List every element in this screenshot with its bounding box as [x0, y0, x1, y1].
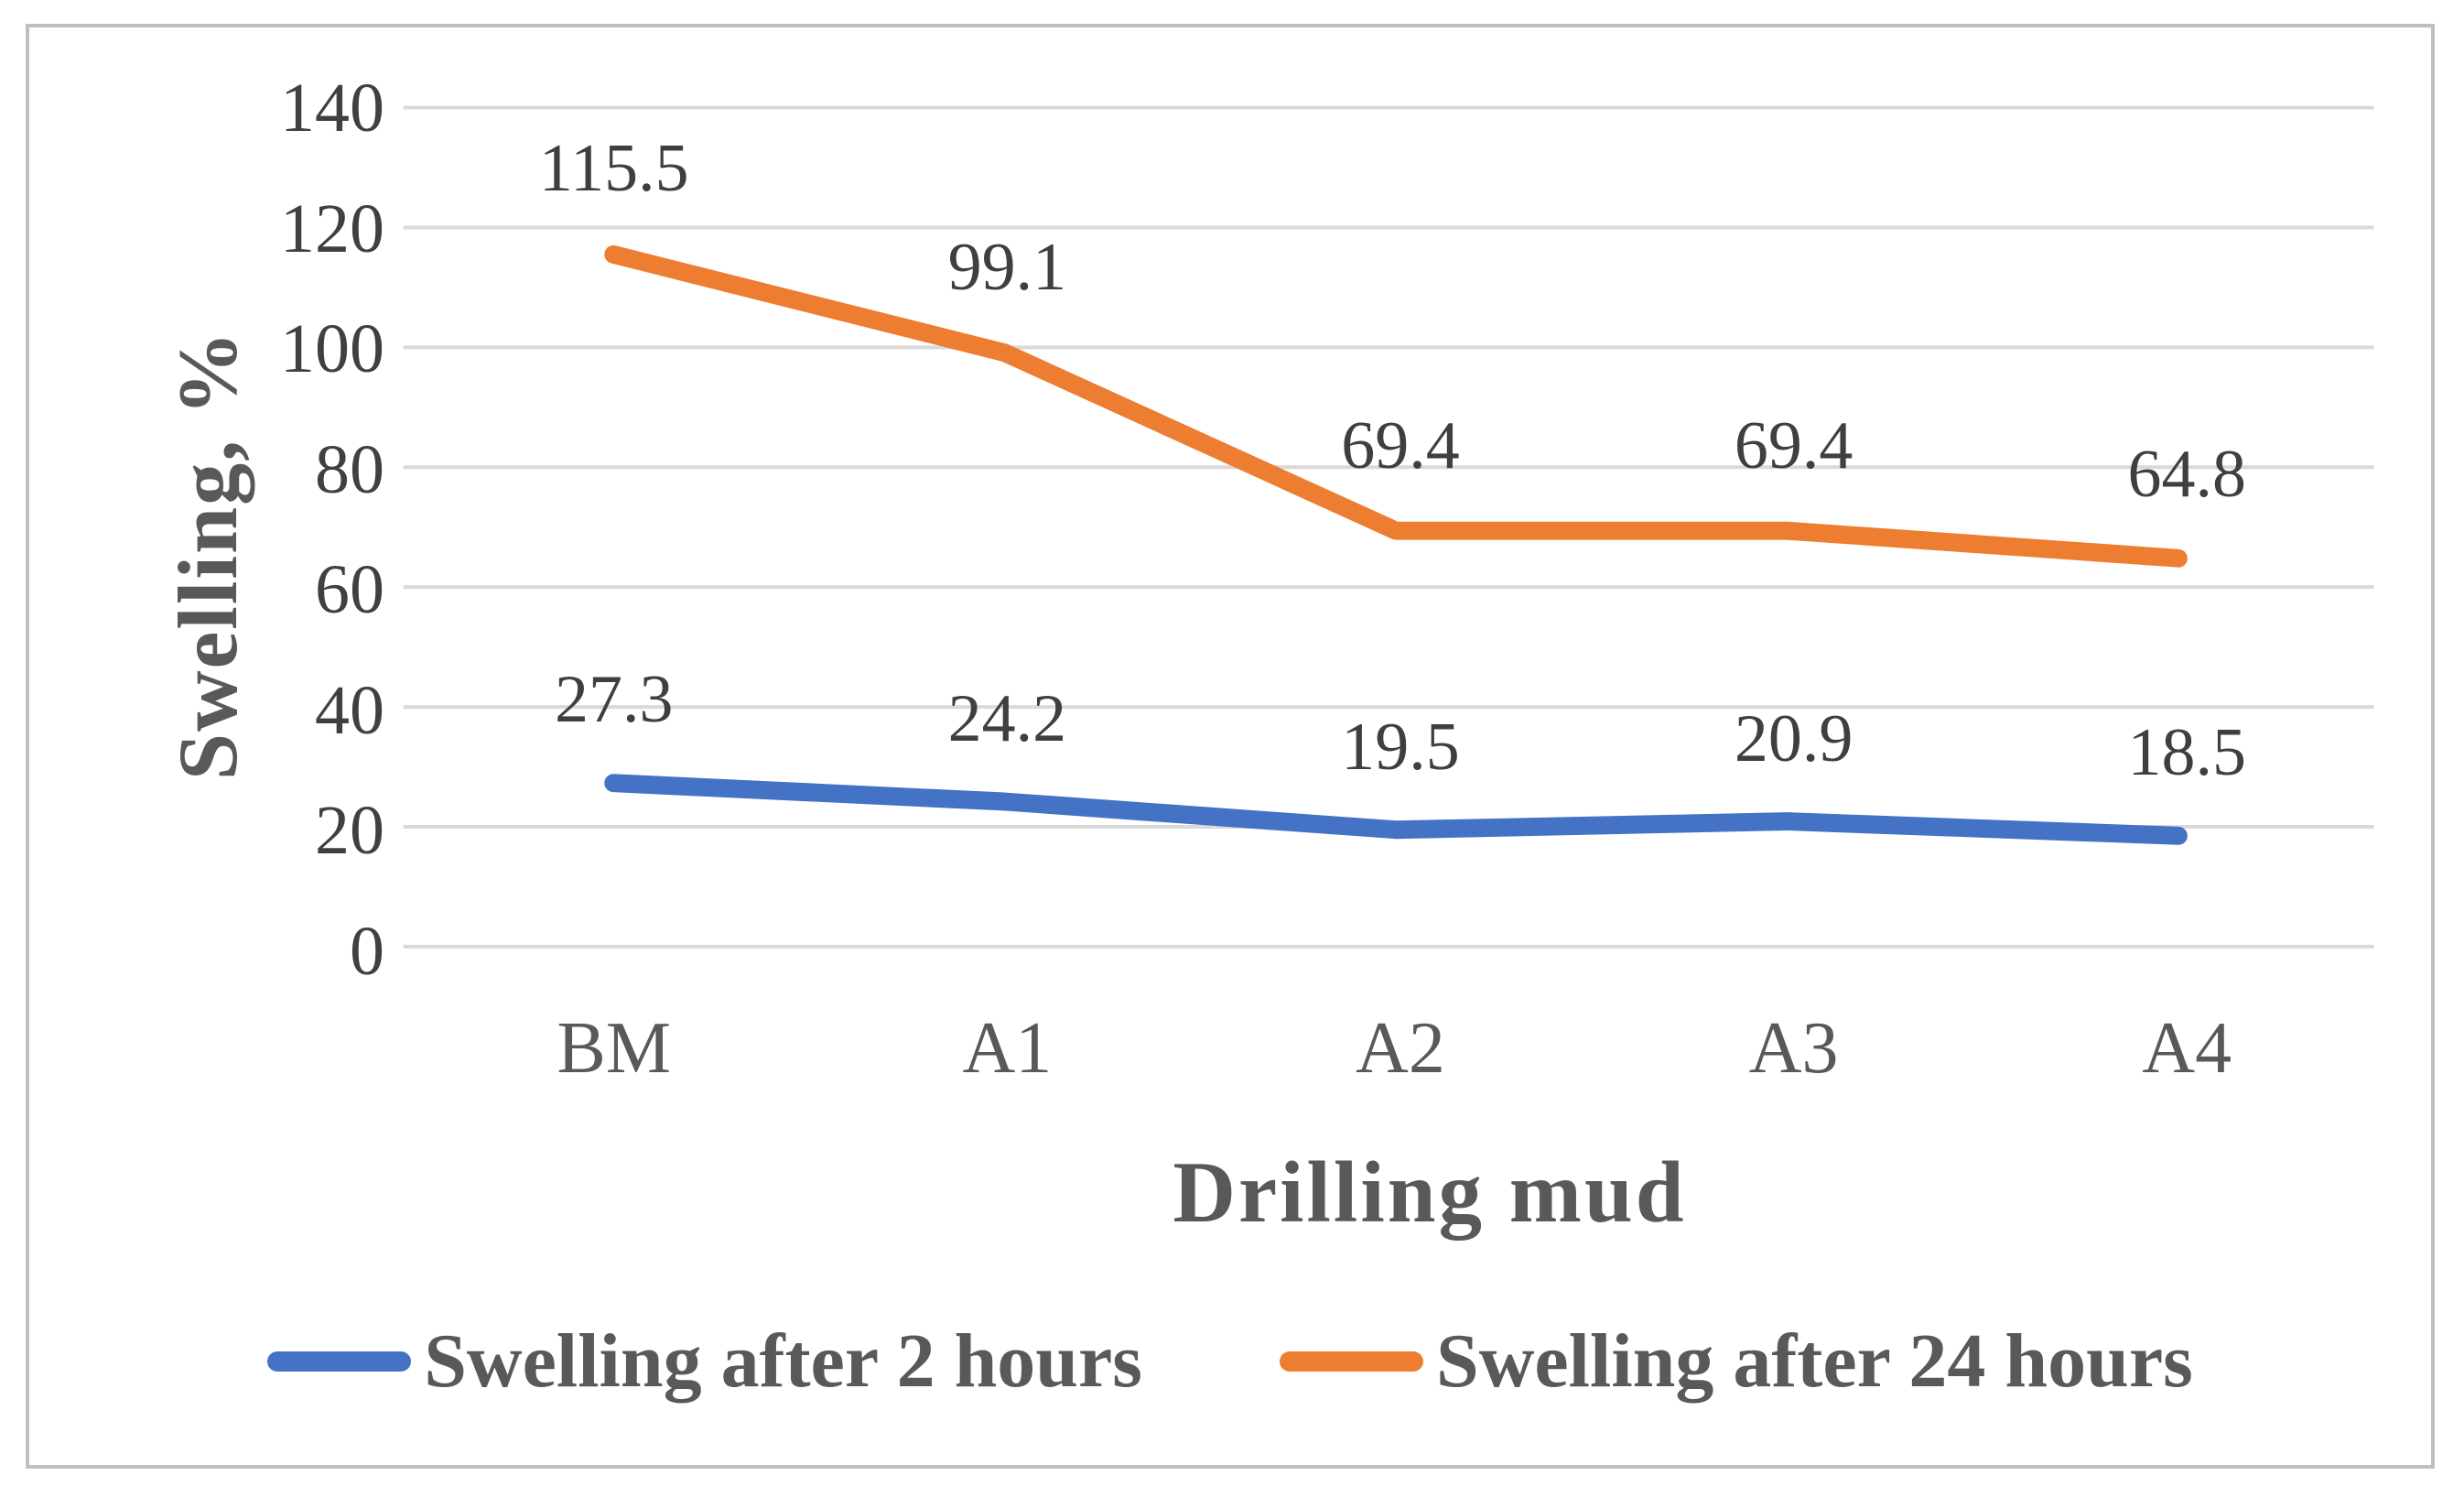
data-label-s0-A4: 18.5	[2127, 715, 2246, 791]
ytick-label-20: 20	[315, 792, 384, 870]
data-label-s1-BM: 115.5	[538, 131, 689, 207]
ytick-label-40: 40	[315, 671, 384, 749]
ytick-label-60: 60	[315, 551, 384, 629]
legend: Swelling after 2 hours Swelling after 24…	[29, 1323, 2431, 1400]
data-label-s0-A3: 20.9	[1734, 700, 1853, 776]
legend-label-2h: Swelling after 2 hours	[424, 1318, 1142, 1404]
series-lines	[604, 244, 2188, 845]
data-label-s1-A3: 69.4	[1734, 408, 1853, 484]
ytick-label-0: 0	[350, 913, 384, 990]
chart-canvas	[403, 105, 2374, 949]
xtick-label-A1: A1	[962, 1008, 1053, 1089]
legend-swatch-orange	[1280, 1351, 1423, 1372]
x-axis-title: Drilling mud	[1173, 1144, 1687, 1241]
chart-figure: Swelling, % Drilling mud Swelling after …	[26, 24, 2435, 1469]
xtick-label-A2: A2	[1356, 1008, 1445, 1089]
series-line-0	[604, 774, 2188, 845]
data-label-s1-A1: 99.1	[947, 230, 1067, 306]
legend-swatch-blue	[267, 1351, 412, 1372]
y-axis-title: Swelling, %	[161, 329, 254, 781]
xtick-label-A3: A3	[1748, 1008, 1839, 1089]
ytick-label-80: 80	[315, 430, 384, 508]
ytick-label-140: 140	[280, 70, 384, 146]
xtick-label-A4: A4	[2142, 1008, 2232, 1089]
legend-entry-24h: Swelling after 24 hours	[1280, 1323, 2193, 1400]
ytick-label-100: 100	[280, 310, 384, 388]
data-label-s1-A2: 69.4	[1341, 408, 1460, 484]
gridlines	[417, 105, 2374, 949]
xtick-label-BM: BM	[557, 1008, 672, 1089]
legend-entry-2h: Swelling after 2 hours	[267, 1323, 1142, 1400]
data-label-s1-A4: 64.8	[2127, 436, 2246, 512]
ytick-label-120: 120	[280, 190, 384, 267]
data-label-s0-A1: 24.2	[947, 680, 1067, 756]
series-line-1	[604, 244, 2188, 568]
data-label-s0-A2: 19.5	[1341, 709, 1460, 785]
data-label-s0-BM: 27.3	[555, 662, 674, 738]
axis-ticks	[403, 105, 418, 949]
legend-label-24h: Swelling after 24 hours	[1436, 1318, 2193, 1404]
